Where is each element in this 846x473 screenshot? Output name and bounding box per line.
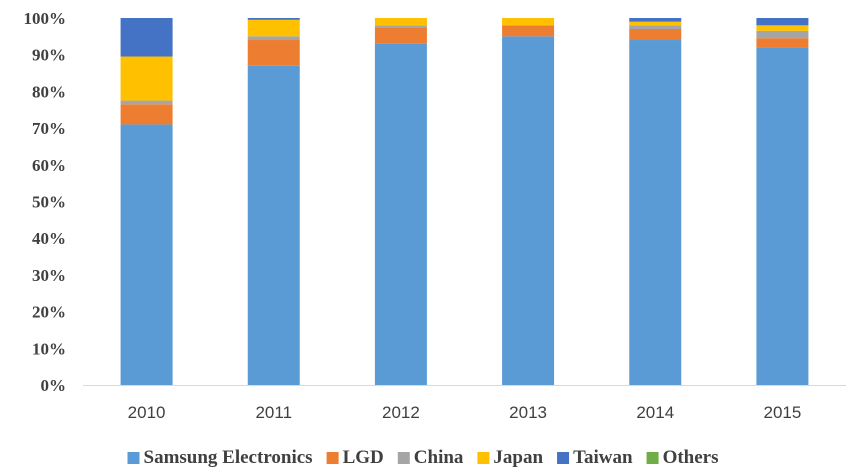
legend-item-taiwan: Taiwan [557, 447, 633, 468]
bar-segment-samsung-electronics-2015 [756, 47, 809, 386]
bar-stack-2014 [629, 18, 682, 386]
legend: Samsung Electronics LGD China Japan Taiwan Ot… [127, 447, 719, 468]
y-tick-label-90: 90% [32, 46, 66, 65]
y-tick-label-10: 10% [32, 339, 66, 358]
x-axis-labels: 2010 2011 2012 2013 2014 2015 [128, 403, 802, 422]
bar-segment-lgd-2014 [629, 29, 682, 41]
bar-segment-china-2015 [756, 30, 809, 39]
y-tick-label-70: 70% [32, 119, 66, 138]
bar-stack-2012 [374, 18, 427, 385]
legend-swatch-china [397, 452, 410, 464]
bar-segment-taiwan-2015 [756, 18, 809, 26]
bar-segment-taiwan-2010 [120, 18, 173, 57]
x-tick-label-2014: 2014 [636, 403, 674, 422]
x-tick-label-2012: 2012 [382, 403, 420, 422]
y-tick-label-80: 80% [32, 82, 66, 101]
legend-item-samsung-electronics: Samsung Electronics [127, 447, 313, 468]
legend-swatch-japan [477, 452, 490, 464]
legend-swatch-lgd [326, 452, 339, 464]
legend-item-lgd: LGD [326, 447, 384, 468]
bar-segment-lgd-2010 [120, 104, 173, 125]
x-tick-label-2013: 2013 [509, 403, 547, 422]
bars [120, 18, 809, 386]
bar-segment-japan-2011 [247, 19, 300, 37]
bar-segment-china-2010 [120, 100, 173, 105]
legend-item-japan: Japan [477, 447, 543, 468]
bar-segment-japan-2015 [756, 25, 809, 31]
bar-stack-2011 [247, 18, 300, 386]
legend-swatch-taiwan [557, 452, 570, 464]
bar-segment-japan-2013 [502, 18, 555, 26]
bar-segment-lgd-2012 [374, 27, 427, 44]
y-tick-label-30: 30% [32, 266, 66, 285]
bar-segment-taiwan-2011 [247, 18, 300, 20]
legend-swatch-samsung-electronics [127, 452, 140, 464]
bar-segment-china-2014 [629, 25, 682, 30]
y-tick-label-0: 0% [41, 376, 67, 395]
bar-segment-lgd-2011 [247, 40, 300, 66]
legend-swatch-others [646, 452, 659, 464]
y-axis-labels: 0% 10% 20% 30% 40% 50% 60% 70% 80% 90% 100% [24, 9, 67, 395]
y-tick-label-100: 100% [24, 9, 67, 28]
y-tick-label-40: 40% [32, 229, 66, 248]
bar-segment-china-2012 [374, 25, 427, 28]
bar-stack-2015 [756, 18, 809, 386]
legend-label-others: Others [663, 447, 719, 468]
y-tick-label-50: 50% [32, 193, 66, 212]
legend-label-china: China [414, 447, 464, 468]
bar-segment-samsung-electronics-2010 [120, 124, 173, 386]
legend-item-others: Others [646, 447, 719, 468]
x-tick-label-2011: 2011 [255, 403, 292, 422]
legend-item-china: China [397, 447, 464, 468]
bar-stack-2013 [502, 18, 555, 385]
bar-segment-lgd-2013 [502, 25, 555, 37]
legend-label-samsung-electronics: Samsung Electronics [144, 447, 313, 468]
x-tick-label-2015: 2015 [764, 403, 802, 422]
bar-segment-samsung-electronics-2011 [247, 65, 300, 386]
y-tick-label-60: 60% [32, 156, 66, 175]
bar-segment-japan-2014 [629, 21, 682, 26]
bar-segment-samsung-electronics-2012 [374, 43, 427, 385]
legend-label-taiwan: Taiwan [573, 447, 633, 468]
bar-segment-samsung-electronics-2013 [502, 36, 555, 385]
bar-segment-taiwan-2014 [629, 18, 682, 22]
bar-segment-china-2011 [247, 36, 300, 41]
bar-segment-japan-2012 [374, 18, 427, 26]
legend-label-japan: Japan [493, 447, 543, 468]
x-tick-label-2010: 2010 [128, 403, 166, 422]
y-tick-label-20: 20% [32, 303, 66, 322]
bar-stack-2010 [120, 18, 173, 386]
bar-segment-lgd-2015 [756, 38, 809, 48]
legend-label-lgd: LGD [343, 447, 384, 468]
bar-segment-japan-2010 [120, 56, 173, 101]
bar-segment-samsung-electronics-2014 [629, 40, 682, 386]
